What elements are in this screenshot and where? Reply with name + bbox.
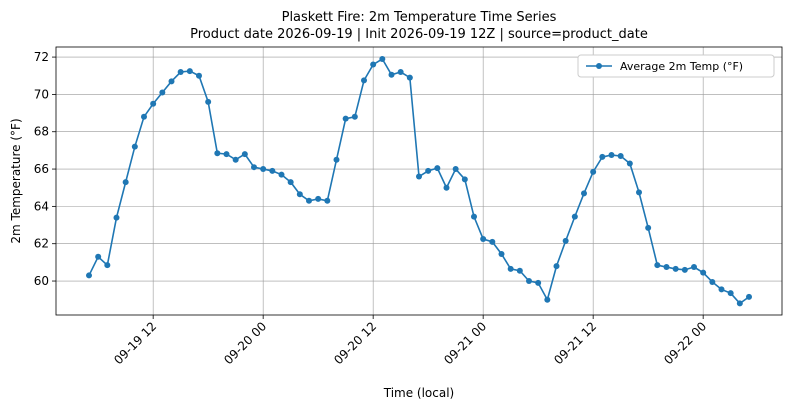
data-point bbox=[397, 69, 404, 76]
data-point bbox=[168, 78, 175, 85]
data-point bbox=[241, 151, 248, 158]
data-point bbox=[131, 143, 138, 150]
data-point bbox=[287, 179, 294, 186]
data-point bbox=[599, 153, 606, 160]
data-point bbox=[672, 265, 679, 272]
data-point bbox=[150, 100, 157, 107]
data-point bbox=[700, 269, 707, 276]
y-tick-label: 60 bbox=[34, 274, 49, 288]
data-point bbox=[489, 238, 496, 245]
data-point bbox=[626, 160, 633, 167]
data-point bbox=[370, 61, 377, 68]
data-point bbox=[516, 267, 523, 274]
data-point bbox=[617, 152, 624, 159]
data-point bbox=[471, 213, 477, 220]
data-point bbox=[443, 184, 450, 191]
y-tick-label: 66 bbox=[34, 162, 49, 176]
data-point bbox=[608, 152, 615, 159]
data-point bbox=[104, 262, 111, 269]
data-point bbox=[709, 278, 716, 285]
chart-subtitle: Product date 2026-09-19 | Init 2026-09-1… bbox=[190, 27, 648, 42]
data-point bbox=[746, 293, 752, 300]
data-point bbox=[361, 77, 367, 84]
legend-label: Average 2m Temp (°F) bbox=[620, 60, 743, 73]
data-point bbox=[86, 272, 92, 279]
data-point bbox=[425, 167, 432, 174]
data-point bbox=[296, 191, 303, 198]
data-point bbox=[141, 113, 147, 120]
data-point bbox=[553, 263, 560, 270]
data-point bbox=[342, 115, 349, 122]
data-point bbox=[406, 74, 413, 81]
data-point bbox=[232, 156, 239, 163]
data-point bbox=[315, 195, 322, 202]
data-point bbox=[562, 237, 569, 244]
data-point bbox=[691, 264, 697, 271]
data-point bbox=[544, 296, 551, 303]
data-point bbox=[498, 250, 505, 257]
data-point bbox=[480, 236, 487, 243]
data-point bbox=[416, 173, 422, 180]
y-tick-label: 64 bbox=[34, 199, 49, 213]
x-axis-label: Time (local) bbox=[383, 386, 455, 400]
data-point bbox=[122, 179, 129, 186]
data-point bbox=[278, 171, 285, 178]
data-point bbox=[269, 167, 276, 174]
data-point bbox=[324, 197, 331, 204]
data-point bbox=[663, 264, 670, 271]
data-point bbox=[205, 98, 212, 105]
data-point bbox=[260, 166, 267, 173]
data-point bbox=[535, 279, 542, 286]
data-point bbox=[681, 266, 688, 273]
data-point bbox=[306, 197, 312, 204]
data-point bbox=[333, 156, 340, 163]
y-tick-label: 70 bbox=[34, 87, 49, 101]
data-point bbox=[434, 165, 441, 172]
plot-frame bbox=[55, 46, 783, 316]
data-point bbox=[736, 300, 743, 307]
data-point bbox=[718, 286, 725, 293]
data-point bbox=[186, 68, 193, 75]
data-point bbox=[113, 214, 120, 221]
data-point bbox=[159, 89, 166, 96]
data-point bbox=[223, 151, 230, 158]
data-point bbox=[727, 290, 734, 297]
data-point bbox=[581, 190, 587, 197]
data-point bbox=[351, 113, 358, 120]
data-point bbox=[95, 253, 102, 260]
data-point bbox=[452, 166, 459, 173]
y-tick-label: 62 bbox=[34, 237, 49, 251]
data-point bbox=[654, 262, 661, 269]
data-point bbox=[177, 69, 184, 76]
data-point bbox=[507, 265, 514, 272]
data-point bbox=[461, 176, 468, 183]
data-point bbox=[379, 55, 386, 62]
y-tick-label: 72 bbox=[34, 50, 49, 64]
data-point bbox=[636, 189, 642, 196]
data-point bbox=[526, 278, 532, 285]
chart-title: Plaskett Fire: 2m Temperature Time Serie… bbox=[282, 10, 557, 25]
data-point bbox=[214, 150, 221, 157]
data-point bbox=[196, 72, 202, 79]
data-point bbox=[571, 213, 578, 220]
legend-marker bbox=[596, 63, 602, 69]
y-tick-label: 68 bbox=[34, 125, 49, 139]
y-axis-label: 2m Temperature (°F) bbox=[9, 118, 23, 243]
data-point bbox=[590, 168, 597, 175]
data-point bbox=[388, 71, 395, 78]
data-point bbox=[251, 164, 257, 171]
legend-box bbox=[577, 54, 775, 78]
data-point bbox=[645, 224, 652, 231]
